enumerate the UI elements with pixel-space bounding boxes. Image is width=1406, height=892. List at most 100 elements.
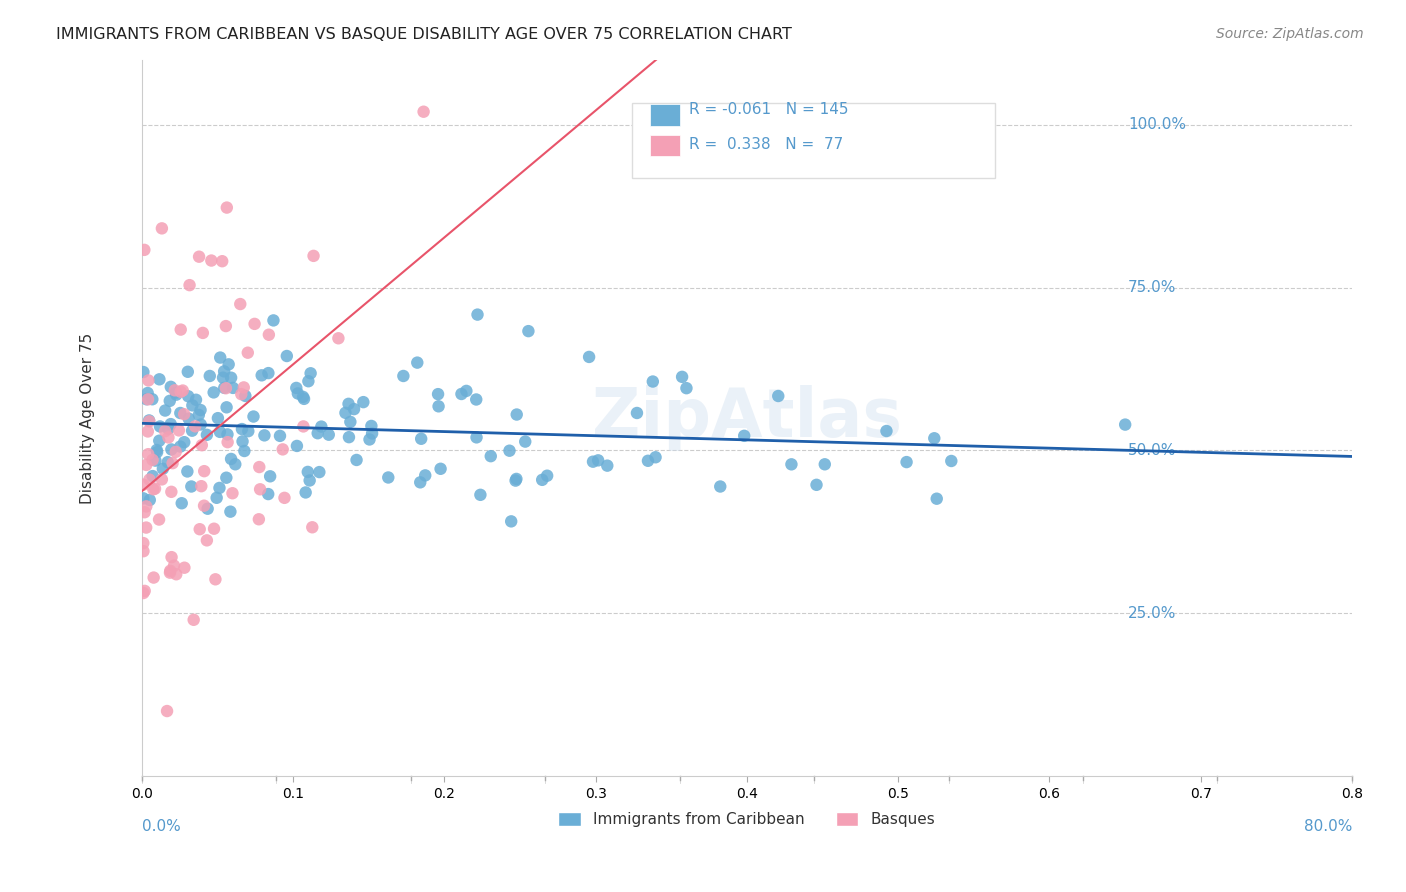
Point (200, 253, 222, 268)
Point (505, 474, 527, 488)
Point (359, 433, 381, 447)
Point (806, 478, 828, 492)
Point (219, 370, 242, 384)
Text: 75.0%: 75.0% (1128, 280, 1177, 295)
Point (184, 392, 207, 407)
Point (179, 278, 201, 293)
Point (224, 457, 246, 471)
Point (924, 431, 946, 445)
Point (257, 366, 280, 380)
Point (169, 406, 191, 420)
Point (212, 364, 235, 378)
Point (136, 447, 159, 461)
Point (132, 544, 155, 558)
Point (163, 558, 186, 573)
Text: R =  0.338   N =  77: R = 0.338 N = 77 (689, 136, 844, 152)
Point (184, 419, 207, 434)
Point (136, 425, 159, 439)
Point (298, 474, 321, 488)
Point (236, 345, 259, 359)
Point (135, 500, 157, 514)
Point (165, 445, 187, 459)
Point (191, 438, 214, 452)
Text: Source: ZipAtlas.com: Source: ZipAtlas.com (1216, 27, 1364, 41)
Point (733, 429, 755, 443)
Point (167, 424, 190, 438)
Point (285, 381, 308, 395)
Point (427, 400, 450, 414)
Point (146, 445, 169, 459)
Text: 80.0%: 80.0% (1303, 819, 1353, 834)
Point (229, 297, 252, 311)
Point (215, 381, 238, 395)
Point (153, 403, 176, 417)
Point (169, 440, 191, 454)
Point (536, 468, 558, 483)
Point (243, 317, 266, 331)
Point (242, 409, 264, 424)
Point (498, 443, 520, 458)
Point (181, 424, 204, 438)
Point (170, 322, 193, 336)
Point (596, 458, 619, 473)
Point (626, 406, 648, 420)
Point (411, 432, 433, 446)
Point (142, 571, 165, 585)
Point (135, 458, 157, 472)
Point (156, 704, 179, 718)
Point (173, 407, 195, 421)
Point (162, 456, 184, 470)
Point (190, 417, 212, 432)
Point (238, 424, 260, 438)
Point (501, 514, 523, 528)
Point (136, 386, 159, 401)
Point (262, 313, 284, 327)
Point (297, 465, 319, 479)
Point (134, 505, 156, 519)
Point (172, 384, 194, 398)
Point (159, 393, 181, 408)
Point (198, 368, 221, 383)
FancyBboxPatch shape (650, 135, 681, 156)
Point (217, 427, 239, 442)
Point (177, 411, 200, 425)
Point (250, 368, 273, 383)
Point (875, 424, 897, 438)
Point (294, 485, 316, 500)
Point (208, 425, 231, 439)
Text: 50.0%: 50.0% (1128, 443, 1177, 458)
Point (346, 453, 368, 467)
Point (208, 481, 231, 495)
Point (159, 566, 181, 580)
Point (142, 469, 165, 483)
Point (150, 221, 173, 235)
Point (190, 403, 212, 417)
Text: 100.0%: 100.0% (1128, 117, 1187, 132)
Point (232, 434, 254, 449)
Point (160, 550, 183, 565)
FancyBboxPatch shape (650, 104, 681, 126)
Point (231, 387, 253, 401)
Point (191, 326, 214, 340)
Point (148, 512, 170, 526)
Point (287, 386, 309, 401)
Point (301, 520, 323, 534)
Point (308, 465, 330, 479)
Text: R = -0.061   N = 145: R = -0.061 N = 145 (689, 103, 848, 117)
Point (165, 567, 187, 582)
Point (202, 522, 225, 536)
Point (169, 384, 191, 399)
Point (138, 413, 160, 427)
Point (205, 491, 228, 505)
Point (219, 452, 242, 467)
Point (505, 472, 527, 486)
Point (193, 464, 215, 478)
Point (941, 454, 963, 468)
Point (165, 385, 187, 400)
Point (136, 392, 159, 407)
Point (215, 471, 238, 485)
Point (187, 408, 209, 422)
Point (517, 324, 540, 338)
Point (150, 472, 173, 486)
Point (173, 560, 195, 574)
